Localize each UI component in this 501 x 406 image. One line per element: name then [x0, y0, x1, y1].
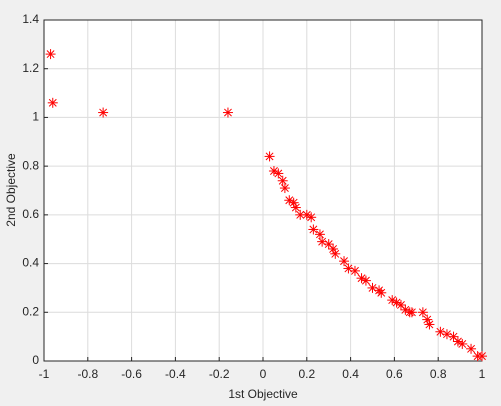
x-tick-label: -0.8 — [77, 367, 98, 381]
data-point — [406, 307, 417, 318]
marker-stroke — [344, 264, 353, 273]
marker-stroke — [392, 298, 401, 307]
marker-stroke — [291, 203, 300, 212]
marker-stroke — [423, 315, 432, 324]
marker-stroke — [425, 320, 434, 329]
marker-stroke — [340, 257, 348, 266]
marker-stroke — [280, 184, 289, 193]
marker-stroke — [307, 213, 316, 222]
data-point — [222, 107, 233, 118]
marker-stroke — [478, 352, 486, 361]
data-point — [457, 338, 468, 349]
data-point — [417, 307, 428, 318]
marker-stroke — [453, 337, 462, 346]
marker-stroke — [418, 308, 427, 317]
data-point — [277, 175, 288, 186]
x-tick-label: 1 — [479, 367, 486, 381]
marker-stroke — [296, 210, 305, 219]
data-point — [349, 265, 360, 276]
data-point — [424, 319, 435, 330]
marker-stroke — [368, 283, 377, 292]
data-point — [306, 212, 317, 223]
data-point — [339, 256, 350, 267]
marker-stroke — [361, 276, 370, 285]
data-point — [314, 229, 325, 240]
marker-stroke — [278, 176, 287, 185]
marker-stroke — [269, 167, 278, 175]
x-tick-label: 0 — [260, 367, 267, 381]
data-point — [387, 295, 398, 306]
x-axis-label: 1st Objective — [228, 387, 298, 401]
marker-stroke — [458, 339, 467, 348]
x-tick-label: -1 — [39, 367, 50, 381]
y-tick-label: 1 — [32, 110, 39, 124]
x-tick-label: -0.4 — [165, 367, 186, 381]
data-point — [308, 224, 319, 235]
y-tick-label: 0 — [32, 353, 39, 367]
marker-stroke — [302, 210, 311, 219]
data-point — [290, 202, 301, 213]
y-tick-label: 0.2 — [22, 304, 39, 318]
marker-stroke — [397, 301, 405, 309]
marker-stroke — [324, 240, 333, 249]
marker-stroke — [318, 237, 327, 246]
x-tick-label: 0.4 — [342, 367, 359, 381]
marker-stroke — [48, 98, 57, 107]
marker-stroke — [467, 344, 476, 353]
marker-stroke — [357, 274, 366, 283]
marker-stroke — [388, 296, 397, 305]
x-tick-label: 0.6 — [386, 367, 403, 381]
marker-stroke — [315, 230, 324, 239]
marker-stroke — [436, 327, 445, 336]
marker-stroke — [351, 266, 359, 275]
x-tick-label: 0.8 — [430, 367, 447, 381]
data-point — [264, 151, 275, 162]
y-tick-label: 0.8 — [22, 158, 39, 172]
data-point — [45, 49, 56, 60]
x-tick-label: 0.2 — [298, 367, 315, 381]
data-point — [279, 183, 290, 194]
marker-stroke — [329, 245, 338, 253]
x-tick-label: -0.2 — [209, 367, 230, 381]
marker-stroke — [449, 332, 458, 341]
data-point — [98, 107, 109, 118]
y-axis-label: 2nd Objective — [4, 153, 18, 227]
y-tick-label: 0.4 — [22, 256, 39, 270]
marker-stroke — [224, 108, 232, 117]
marker-stroke — [99, 108, 108, 117]
axes-box — [43, 19, 483, 362]
marker-stroke — [46, 50, 55, 59]
data-point — [466, 343, 477, 354]
marker-stroke — [377, 288, 386, 297]
data-point — [301, 209, 312, 220]
y-tick-label: 0.6 — [22, 207, 39, 221]
data-point — [330, 248, 341, 259]
marker-stroke — [407, 308, 416, 317]
y-tick-label: 1.2 — [22, 61, 39, 75]
marker-stroke — [443, 330, 451, 339]
data-point — [477, 351, 487, 362]
marker-stroke — [401, 305, 410, 314]
marker-stroke — [331, 249, 340, 258]
data-point — [360, 275, 371, 286]
data-point — [376, 287, 387, 298]
x-tick-label: -0.6 — [121, 367, 142, 381]
data-point — [273, 168, 284, 179]
y-tick-label: 1.4 — [22, 12, 39, 26]
marker-stroke — [309, 225, 318, 234]
marker-stroke — [274, 169, 283, 178]
data-point — [47, 97, 58, 108]
marker-stroke — [289, 198, 298, 207]
marker-stroke — [265, 152, 274, 161]
marker-stroke — [285, 196, 294, 205]
